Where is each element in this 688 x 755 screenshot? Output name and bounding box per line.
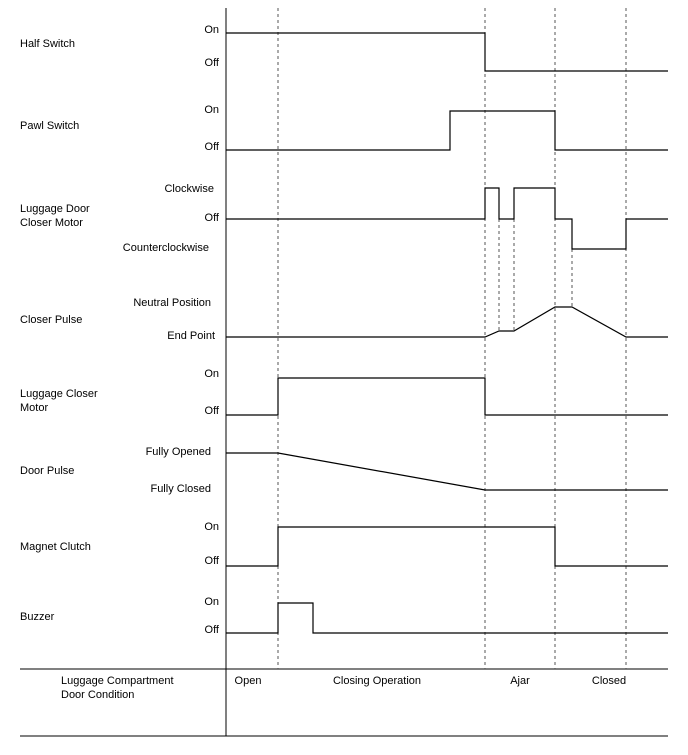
state-label: On [204,521,219,533]
state-label: Fully Closed [150,483,211,495]
state-label: Neutral Position [133,297,211,309]
signal-name: Door Pulse [20,465,74,477]
guides [277,8,627,669]
condition-label: Luggage Compartment [61,675,174,687]
state-label: Off [205,57,220,69]
phase-label: Closed [592,675,626,687]
state-label: Off [205,405,220,417]
state-label: Off [205,141,220,153]
signal-name: Closer Motor [20,217,83,229]
signal-name: Half Switch [20,38,75,50]
signal-name: Buzzer [20,611,55,623]
state-label: Off [205,624,220,636]
state-label: On [204,24,219,36]
state-label: On [204,596,219,608]
signal-name: Luggage Door [20,203,90,215]
state-label: On [204,368,219,380]
state-label: On [204,104,219,116]
phase-label: Ajar [510,675,530,687]
state-label: Clockwise [164,183,214,195]
state-label: Off [205,212,220,224]
signal-name: Motor [20,402,48,414]
signal-name: Luggage Closer [20,388,98,400]
state-label: Counterclockwise [123,242,209,254]
condition-label: Door Condition [61,689,134,701]
signal-name: Closer Pulse [20,314,82,326]
state-label: Off [205,555,220,567]
phase-label: Closing Operation [333,675,421,687]
signal-name: Magnet Clutch [20,541,91,553]
phase-label: Open [235,675,262,687]
waveforms [226,32,668,634]
signal-name: Pawl Switch [20,120,79,132]
state-label: Fully Opened [146,446,211,458]
state-label: End Point [167,330,215,342]
